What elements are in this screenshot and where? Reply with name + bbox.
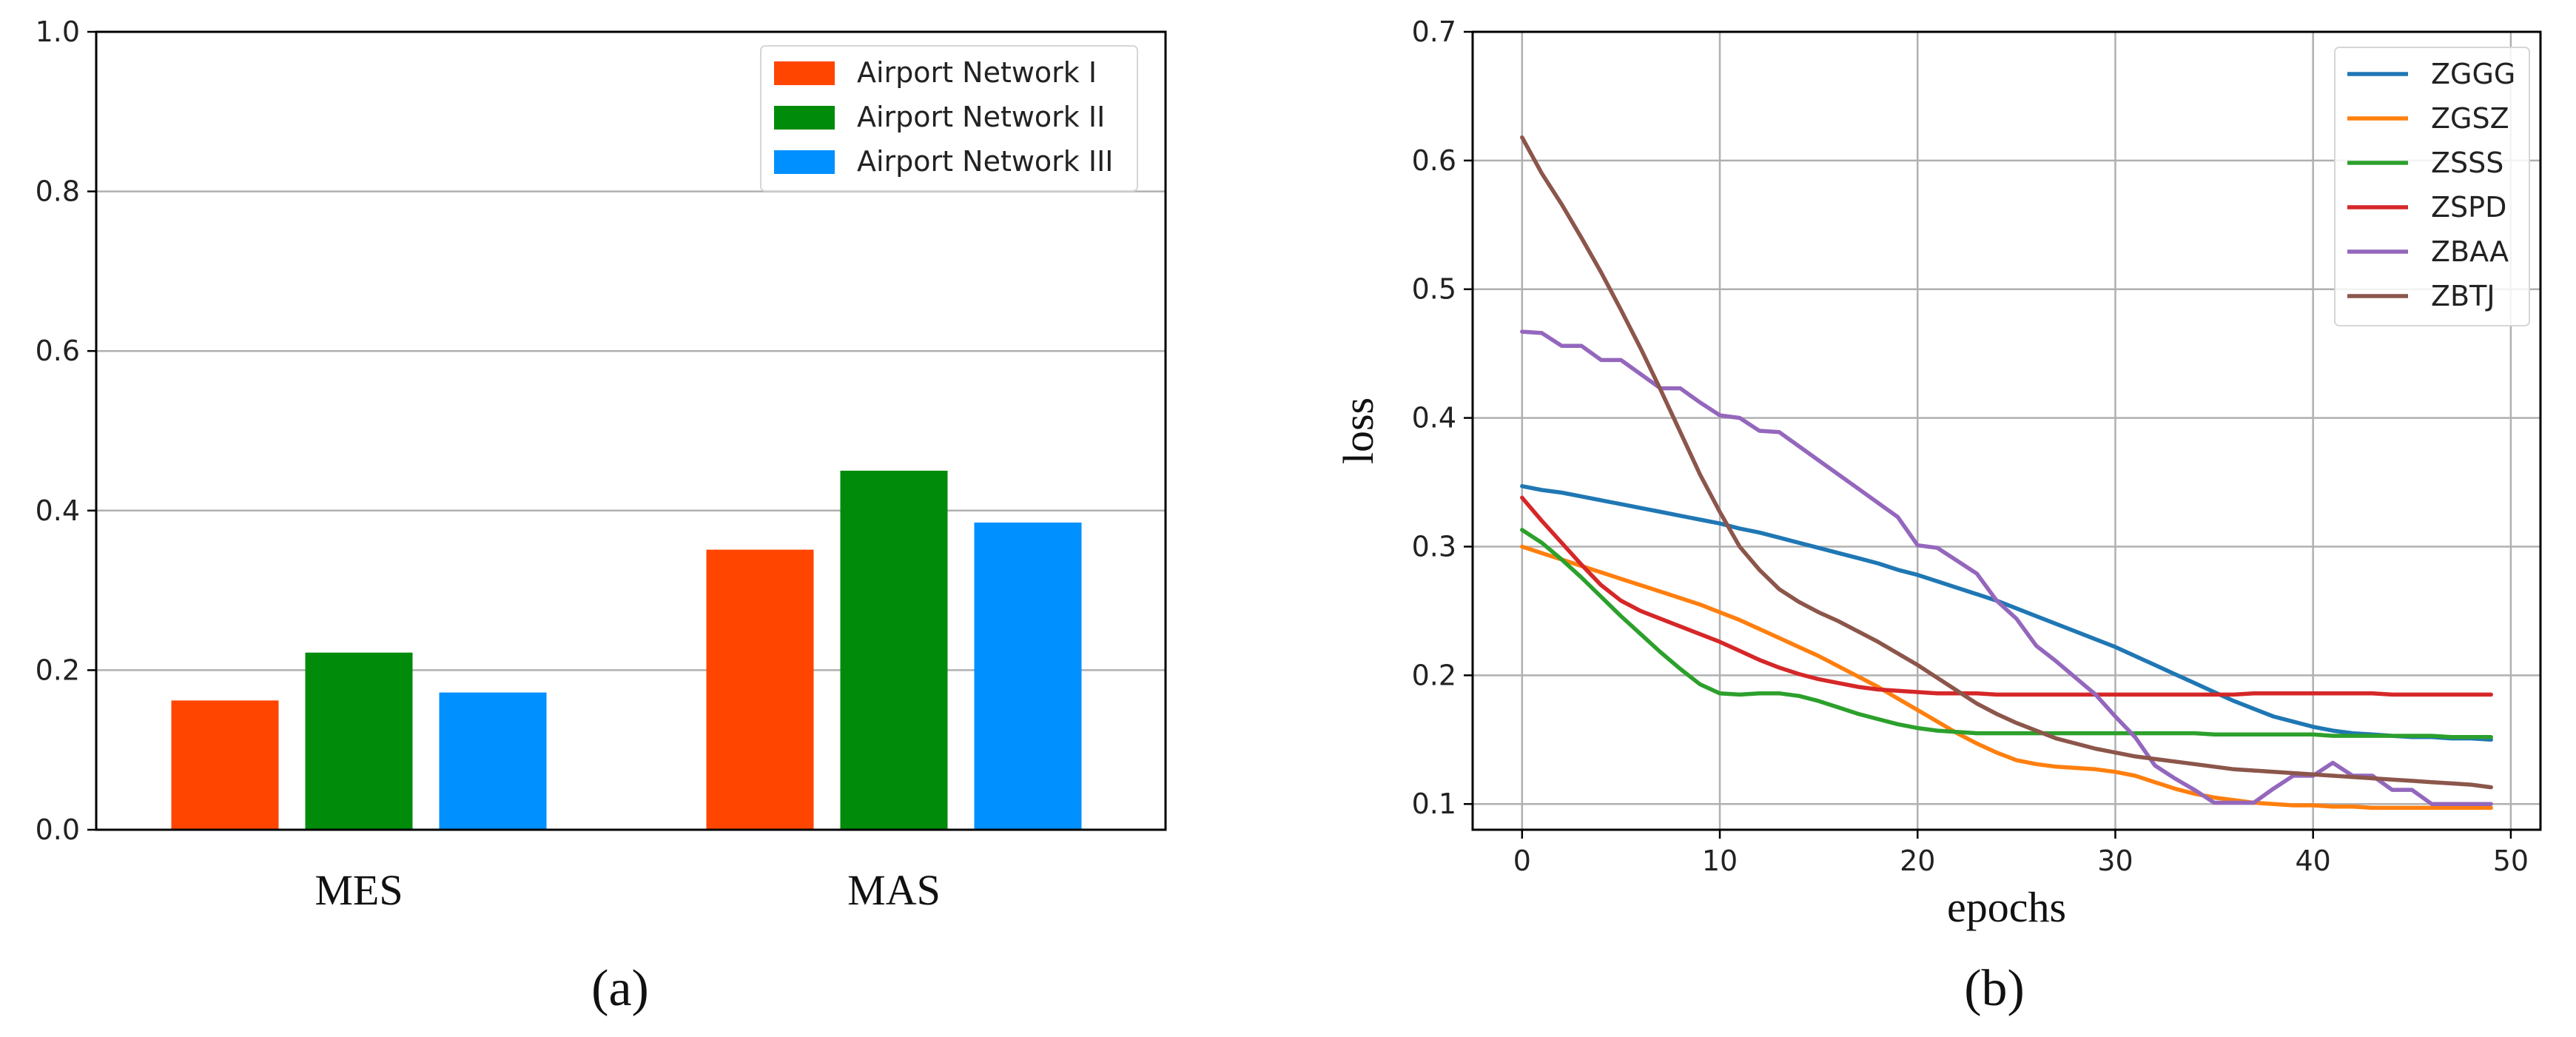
line-series-zsss — [1520, 528, 2493, 739]
line-x-tick-label: 0 — [1513, 845, 1531, 877]
bar-y-tick-label: 0.6 — [36, 335, 80, 367]
bar-legend-swatch — [774, 150, 835, 174]
line-legend-label: ZBAA — [2431, 235, 2509, 268]
line-legend-label: ZSSS — [2431, 147, 2503, 179]
bar-legend-label: Airport Network I — [857, 56, 1097, 89]
line-x-tick-label: 20 — [1900, 845, 1935, 877]
bar-y-tick-label: 0.4 — [36, 494, 80, 527]
bar-mes-series-2 — [305, 652, 413, 830]
bar-mas-series-1 — [706, 549, 814, 830]
line-y-tick-label: 0.7 — [1412, 16, 1456, 48]
line-x-tick-label: 50 — [2493, 845, 2529, 877]
bar-chart-y-ticks: 0.0 0.2 0.4 0.6 0.8 1.0 — [36, 16, 96, 846]
bar-y-tick-label: 0.8 — [36, 175, 80, 208]
line-chart-panel: 0 10 20 30 40 50 0.1 0.2 0.3 0.4 0.5 0.6 0.7 epochs… — [1334, 16, 2542, 1017]
line-x-tick-label: 10 — [1702, 845, 1738, 877]
line-series-zbtj — [1520, 135, 2493, 790]
line-chart-series — [1520, 135, 2493, 811]
panel-caption-b: (b) — [1964, 960, 2025, 1017]
line-y-tick-label: 0.3 — [1412, 530, 1456, 563]
line-y-tick-label: 0.4 — [1412, 402, 1456, 434]
bar-mas-series-3 — [974, 522, 1082, 830]
line-legend-label: ZGGG — [2431, 58, 2515, 90]
bar-category-label: MAS — [847, 866, 941, 914]
line-legend-label: ZBTJ — [2431, 280, 2495, 312]
line-legend-label: ZSPD — [2431, 191, 2506, 224]
bar-legend-label: Airport Network II — [857, 101, 1105, 133]
line-series-zggg — [1520, 484, 2493, 742]
bar-chart-frame — [95, 30, 1167, 831]
line-legend-label: ZGSZ — [2431, 102, 2509, 135]
bar-mes-series-3 — [439, 692, 547, 830]
line-y-tick-label: 0.5 — [1412, 273, 1456, 306]
bar-chart-legend: Airport Network I Airport Network II Airpo… — [760, 45, 1138, 192]
bar-mes-series-1 — [171, 700, 279, 830]
bar-legend-box — [760, 45, 1138, 192]
bar-legend-swatch — [774, 106, 835, 130]
bar-y-tick-label: 0.2 — [36, 654, 80, 686]
x-axis-title: epochs — [1947, 883, 2066, 931]
panel-caption-a: (a) — [591, 960, 649, 1017]
line-series-zspd — [1520, 495, 2493, 697]
line-y-tick-label: 0.6 — [1412, 144, 1456, 177]
bar-chart-bars — [171, 470, 1082, 830]
line-chart-x-ticks: 0 10 20 30 40 50 — [1513, 830, 2529, 877]
y-axis-title: loss — [1334, 397, 1382, 464]
bar-legend-swatch — [774, 61, 835, 85]
line-chart-frame — [1471, 30, 2542, 831]
bar-chart-category-labels: MES MAS — [315, 866, 940, 914]
line-series-zbaa — [1520, 329, 2493, 806]
line-y-tick-label: 0.2 — [1412, 659, 1456, 691]
line-y-tick-label: 0.1 — [1412, 788, 1456, 820]
bar-category-label: MES — [315, 866, 403, 914]
bar-y-tick-label: 0.0 — [36, 813, 80, 846]
line-x-tick-label: 30 — [2097, 845, 2133, 877]
line-x-tick-label: 40 — [2296, 845, 2331, 877]
line-series-zgsz — [1520, 544, 2493, 811]
bar-y-tick-label: 1.0 — [36, 16, 80, 48]
bar-legend-label: Airport Network III — [857, 145, 1114, 178]
line-chart-y-ticks: 0.1 0.2 0.3 0.4 0.5 0.6 0.7 — [1412, 16, 1473, 820]
line-chart-legend: ZGGG ZGSZ ZSSS ZSPD ZBAA ZBTJ — [2334, 47, 2530, 326]
bar-mas-series-2 — [840, 470, 948, 830]
bar-chart-panel: 0.0 0.2 0.4 0.6 0.8 1.0 MES MAS Airport Networ… — [36, 16, 1167, 1017]
